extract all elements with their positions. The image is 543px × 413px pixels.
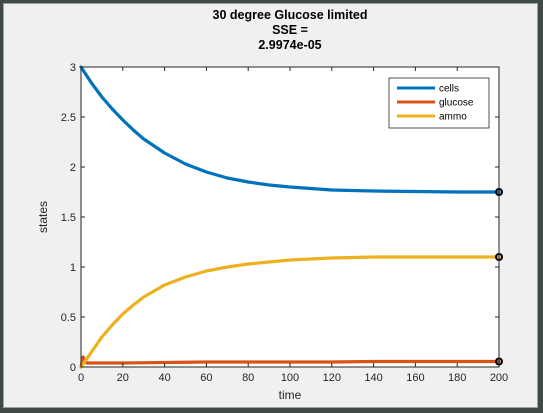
x-tick-label: 120 xyxy=(323,372,341,384)
x-tick-label: 0 xyxy=(78,372,84,384)
y-axis-label: states xyxy=(36,201,50,233)
x-tick-label: 160 xyxy=(406,372,424,384)
y-tick-label: 1 xyxy=(70,262,76,274)
legend-label-glucose: glucose xyxy=(439,98,474,109)
legend-label-cells: cells xyxy=(439,84,459,95)
x-tick-label: 40 xyxy=(158,372,170,384)
chart-title-line: 30 degree Glucose limited xyxy=(213,8,368,22)
series-line-ammo xyxy=(79,255,501,369)
series-line-glucose xyxy=(79,355,501,369)
chart-title-line: SSE = xyxy=(272,23,308,37)
x-tick-label: 100 xyxy=(281,372,299,384)
x-tick-label: 80 xyxy=(242,372,254,384)
legend-label-ammo: ammo xyxy=(439,112,467,123)
y-tick-label: 0.5 xyxy=(61,312,76,324)
figure-window: 30 degree Glucose limited SSE = 2.9974e-05… xyxy=(3,3,538,408)
series-lines xyxy=(79,65,501,369)
x-tick-label: 20 xyxy=(117,372,129,384)
x-tick-label: 140 xyxy=(364,372,382,384)
y-tick-label: 1.5 xyxy=(61,212,76,224)
axis-ticks: 0 20 40 60 80 100 120 140 160 180 200 0 0.5 1 1.5 2 2.5 3 xyxy=(61,62,508,384)
y-tick-label: 2.5 xyxy=(61,112,76,124)
series-line-cells xyxy=(79,65,501,194)
x-tick-label: 180 xyxy=(448,372,466,384)
chart-title-line: 2.9974e-05 xyxy=(258,38,321,52)
y-tick-label: 2 xyxy=(70,162,76,174)
x-tick-label: 60 xyxy=(200,372,212,384)
x-axis-label: time xyxy=(279,388,302,402)
x-tick-label: 200 xyxy=(490,372,508,384)
y-tick-label: 3 xyxy=(70,62,76,74)
y-tick-label: 0 xyxy=(70,362,76,374)
legend: cells glucose ammo xyxy=(388,77,490,129)
